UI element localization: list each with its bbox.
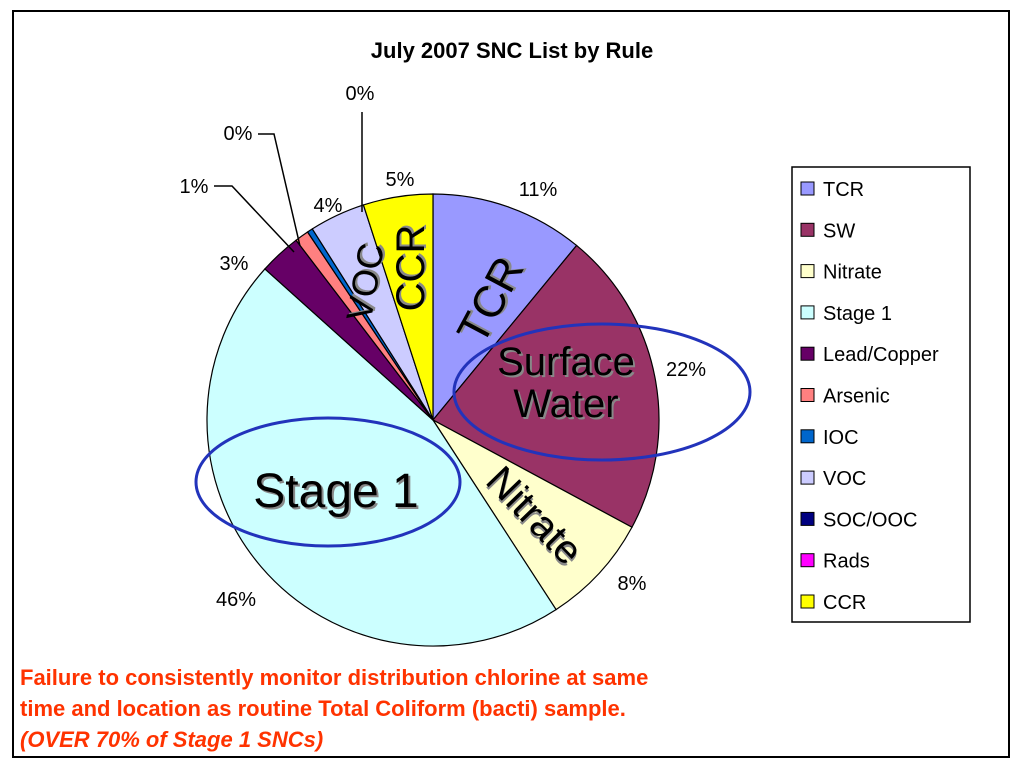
slice-label-shadow: Stage 1 [255,467,420,520]
data-label-tcr: 11% [519,179,558,201]
legend-label: Stage 1 [823,303,892,325]
legend-swatch [800,470,815,485]
legend-item-arsenic: Arsenic [800,386,890,408]
legend-item-stage-1: Stage 1 [800,303,892,325]
legend-box [791,166,971,623]
legend-item-ioc: IOC [800,427,859,449]
legend-item-nitrate: Nitrate [800,262,882,284]
legend-swatch [800,511,815,526]
highlight-ellipse-stage-1 [194,416,462,548]
slice-label-text: Surface [497,340,635,384]
data-label-voc: 4% [314,195,343,217]
leader-line-ioc [258,133,301,247]
legend-swatch [800,305,815,320]
legend-label: Lead/Copper [823,344,939,366]
highlight-ellipse-surface-water [452,322,752,462]
data-label-ioc: 0% [224,123,253,145]
legend-label: CCR [823,592,866,614]
legend-swatch [800,388,815,402]
pie-slice-nitrate [432,419,633,611]
data-label-lead-copper: 3% [220,253,249,275]
legend-swatch [800,553,815,568]
data-label-stage-1: 46% [216,589,256,611]
caption-line-2: time and location as routine Total Colif… [20,696,626,721]
legend-label: Nitrate [823,262,882,284]
legend-label: Arsenic [823,386,890,408]
legend-swatch [800,429,815,444]
slice-label-text: CCR [389,225,433,312]
pie-slice-ccr [362,193,434,421]
legend-swatch [800,181,815,196]
data-label-rads: 0% [346,83,375,105]
legend-item-lead-copper: Lead/Copper [800,344,939,366]
legend-item-rads: Rads [800,551,870,573]
data-label-ccr: 5% [386,169,415,191]
legend-label: Rads [823,551,870,573]
slice-label-shadow: Surface [499,342,637,386]
slice-label-shadow: Water [515,384,620,428]
legend-label: IOC [823,427,859,449]
data-label-sw: 22% [666,359,706,381]
slice-label-shadow: CCR [391,223,435,310]
slice-label-text: Water [513,382,618,426]
legend-label: SOC/OOC [823,509,917,531]
pie-slice-sw [432,244,660,529]
caption-line-1: Failure to consistently monitor distribu… [20,665,649,690]
caption: Failure to consistently monitor distribu… [20,662,780,755]
chart-title: July 2007 SNC List by Rule [371,38,653,63]
data-label-arsenic: 1% [180,176,209,198]
data-label-nitrate: 8% [618,573,647,595]
legend-label: TCR [823,179,864,201]
caption-line-3: (OVER 70% of Stage 1 SNCs) [20,727,324,752]
legend-swatch [800,222,815,237]
pie-slice-stage-1 [206,268,557,647]
legend-label: VOC [823,468,866,490]
legend-swatch [800,264,815,279]
legend-item-ccr: CCR [800,592,866,614]
legend-swatch [800,594,815,609]
legend-item-tcr: TCR [800,179,864,201]
legend-swatch [800,346,815,361]
legend-item-sw: SW [800,220,855,242]
legend-item-voc: VOC [800,468,866,490]
slice-label-text: Stage 1 [253,465,418,518]
legend-item-soc-ooc: SOC/OOC [800,509,917,531]
leader-line-arsenic [214,185,295,253]
legend-label: SW [823,220,855,242]
